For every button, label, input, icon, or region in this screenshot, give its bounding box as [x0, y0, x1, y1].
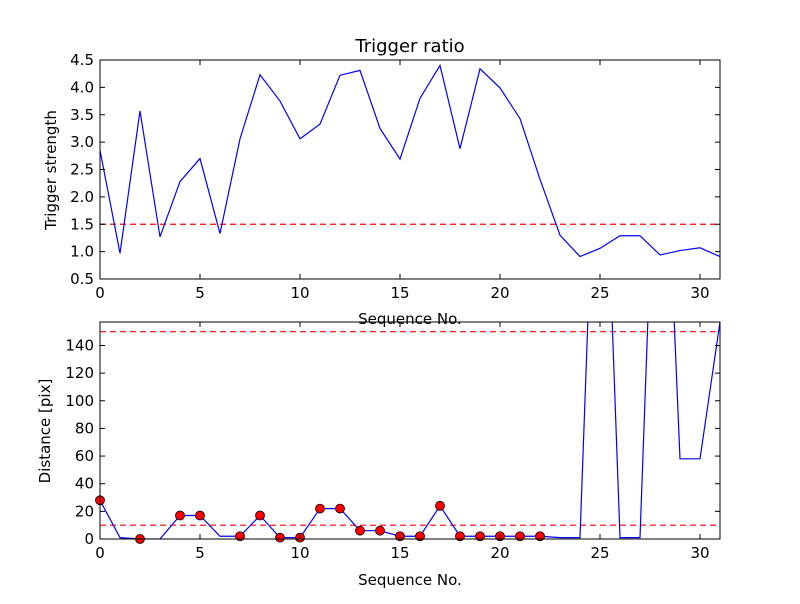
y-tick-label: 2.5 — [70, 161, 94, 179]
data-point-marker — [315, 503, 325, 514]
y-tick-label: 1.0 — [70, 243, 94, 261]
x-tick-label: 25 — [590, 544, 609, 562]
y-axis-label-top: Trigger strength — [42, 110, 60, 231]
y-tick-label: 2.0 — [70, 188, 94, 206]
data-point-marker — [475, 531, 485, 542]
data-point-marker — [455, 531, 465, 542]
data-point-marker — [195, 510, 205, 521]
x-tick-label: 20 — [490, 284, 509, 302]
data-point-marker — [375, 525, 385, 536]
x-tick-label: 15 — [390, 284, 409, 302]
axes-frame — [99, 321, 721, 540]
plot-area — [100, 63, 720, 258]
y-tick-label: 120 — [65, 364, 94, 382]
x-axis-label-bottom: Sequence No. — [358, 571, 462, 589]
x-tick-label: 30 — [690, 284, 709, 302]
axes-frame — [99, 59, 721, 280]
x-tick-label: 30 — [690, 544, 709, 562]
plot-area — [100, 322, 720, 539]
x-tick-label: 20 — [490, 544, 509, 562]
y-tick-label: 4.5 — [70, 51, 94, 69]
y-tick-label: 140 — [65, 336, 94, 354]
x-tick-label: 0 — [95, 544, 105, 562]
data-point-marker — [255, 510, 265, 521]
bottom-panel-distance: Sequence No. Distance [pix] 0 5 10 15 20 25 30… — [36, 321, 721, 589]
x-tick-label: 25 — [590, 284, 609, 302]
y-tick-label: 0 — [84, 530, 94, 548]
data-point-marker — [275, 532, 285, 543]
x-tick-label: 0 — [95, 284, 105, 302]
data-point-marker — [175, 510, 185, 521]
x-tick-label: 15 — [390, 544, 409, 562]
data-point-marker — [535, 531, 545, 542]
y-tick-label: 100 — [65, 392, 94, 410]
x-tick-label: 10 — [290, 284, 309, 302]
data-point-marker — [355, 525, 365, 536]
top-panel-trigger-ratio: Trigger ratio Sequence No. Trigger stren… — [42, 36, 721, 328]
y-tick-label: 1.5 — [70, 215, 94, 233]
data-point-marker — [235, 531, 245, 542]
data-point-marker — [435, 500, 445, 511]
x-tick-label: 5 — [195, 284, 205, 302]
x-axis-label-top: Sequence No. — [358, 310, 462, 328]
y-tick-label: 3.0 — [70, 133, 94, 151]
y-tick-label: 20 — [75, 502, 94, 520]
x-tick-label: 10 — [290, 544, 309, 562]
x-tick-label: 5 — [195, 544, 205, 562]
y-axis-label-bottom: Distance [pix] — [36, 379, 54, 484]
data-point-marker — [515, 531, 525, 542]
y-tick-label: 40 — [75, 475, 94, 493]
y-tick-label: 3.5 — [70, 106, 94, 124]
y-tick-label: 60 — [75, 447, 94, 465]
data-point-marker — [335, 503, 345, 514]
series-line — [100, 322, 720, 539]
y-tick-label: 0.5 — [70, 270, 94, 288]
chart-title: Trigger ratio — [354, 36, 464, 57]
y-tick-label: 4.0 — [70, 78, 94, 96]
y-tick-label: 80 — [75, 419, 94, 437]
series-line — [100, 63, 720, 258]
data-point-marker — [415, 531, 425, 542]
